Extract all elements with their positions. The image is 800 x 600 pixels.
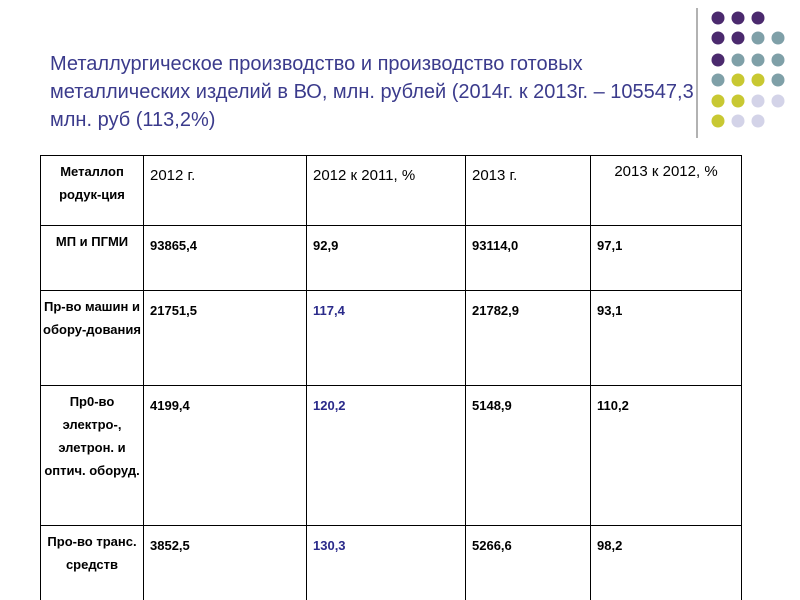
row-label: Пр-во машин и обору-дования xyxy=(40,290,144,386)
row-label: Пр0-во электро-, элетрон. и оптич. обору… xyxy=(40,385,144,526)
row-label: Про-во транс. средств xyxy=(40,525,144,600)
cell: 93,1 xyxy=(590,290,742,386)
cell: 92,9 xyxy=(306,225,466,291)
data-table: Металлоп родук-ция 2012 г. 2012 к 2011, … xyxy=(40,155,742,600)
header-cell: 2013 г. xyxy=(465,155,591,226)
cell: 21751,5 xyxy=(143,290,307,386)
cell: 117,4 xyxy=(306,290,466,386)
cell: 3852,5 xyxy=(143,525,307,600)
header-cell: Металлоп родук-ция xyxy=(40,155,144,226)
cell: 21782,9 xyxy=(465,290,591,386)
header-cell: 2013 к 2012, % xyxy=(590,155,742,226)
cell: 4199,4 xyxy=(143,385,307,526)
cell: 97,1 xyxy=(590,225,742,291)
cell: 110,2 xyxy=(590,385,742,526)
cell: 93865,4 xyxy=(143,225,307,291)
cell: 5148,9 xyxy=(465,385,591,526)
cell: 120,2 xyxy=(306,385,466,526)
cell: 130,3 xyxy=(306,525,466,600)
cell: 5266,6 xyxy=(465,525,591,600)
header-cell: 2012 к 2011, % xyxy=(306,155,466,226)
row-label: МП и ПГМИ xyxy=(40,225,144,291)
header-cell: 2012 г. xyxy=(143,155,307,226)
decoration xyxy=(696,8,785,138)
cell: 93114,0 xyxy=(465,225,591,291)
title: Металлургическое производство и производ… xyxy=(50,53,694,131)
cell: 98,2 xyxy=(590,525,742,600)
dots xyxy=(711,11,785,128)
